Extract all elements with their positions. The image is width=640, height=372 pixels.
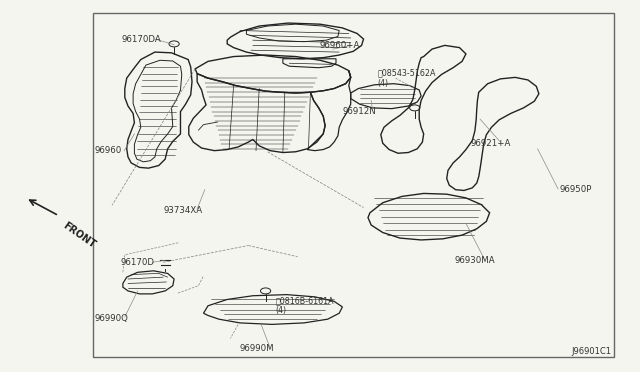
- Text: 96912N: 96912N: [342, 107, 376, 116]
- Text: Ⓢ08543-5162A
(4): Ⓢ08543-5162A (4): [378, 68, 436, 88]
- Text: FRONT: FRONT: [61, 220, 98, 250]
- Text: 96950P: 96950P: [560, 185, 593, 194]
- Text: 93734XA: 93734XA: [163, 206, 202, 215]
- Text: 96990M: 96990M: [240, 344, 275, 353]
- Text: 96960: 96960: [95, 146, 122, 155]
- Text: 96990Q: 96990Q: [95, 314, 129, 323]
- Text: Ⓢ0816B-6161A
(4): Ⓢ0816B-6161A (4): [275, 296, 334, 315]
- Text: 96921+A: 96921+A: [470, 139, 511, 148]
- Text: 96930MA: 96930MA: [454, 256, 495, 265]
- Text: 96170DA: 96170DA: [122, 35, 161, 44]
- Text: J96901C1: J96901C1: [571, 347, 611, 356]
- Text: 96960+A: 96960+A: [320, 41, 360, 50]
- Text: 96170D: 96170D: [120, 258, 154, 267]
- Bar: [93, 13, 614, 357]
